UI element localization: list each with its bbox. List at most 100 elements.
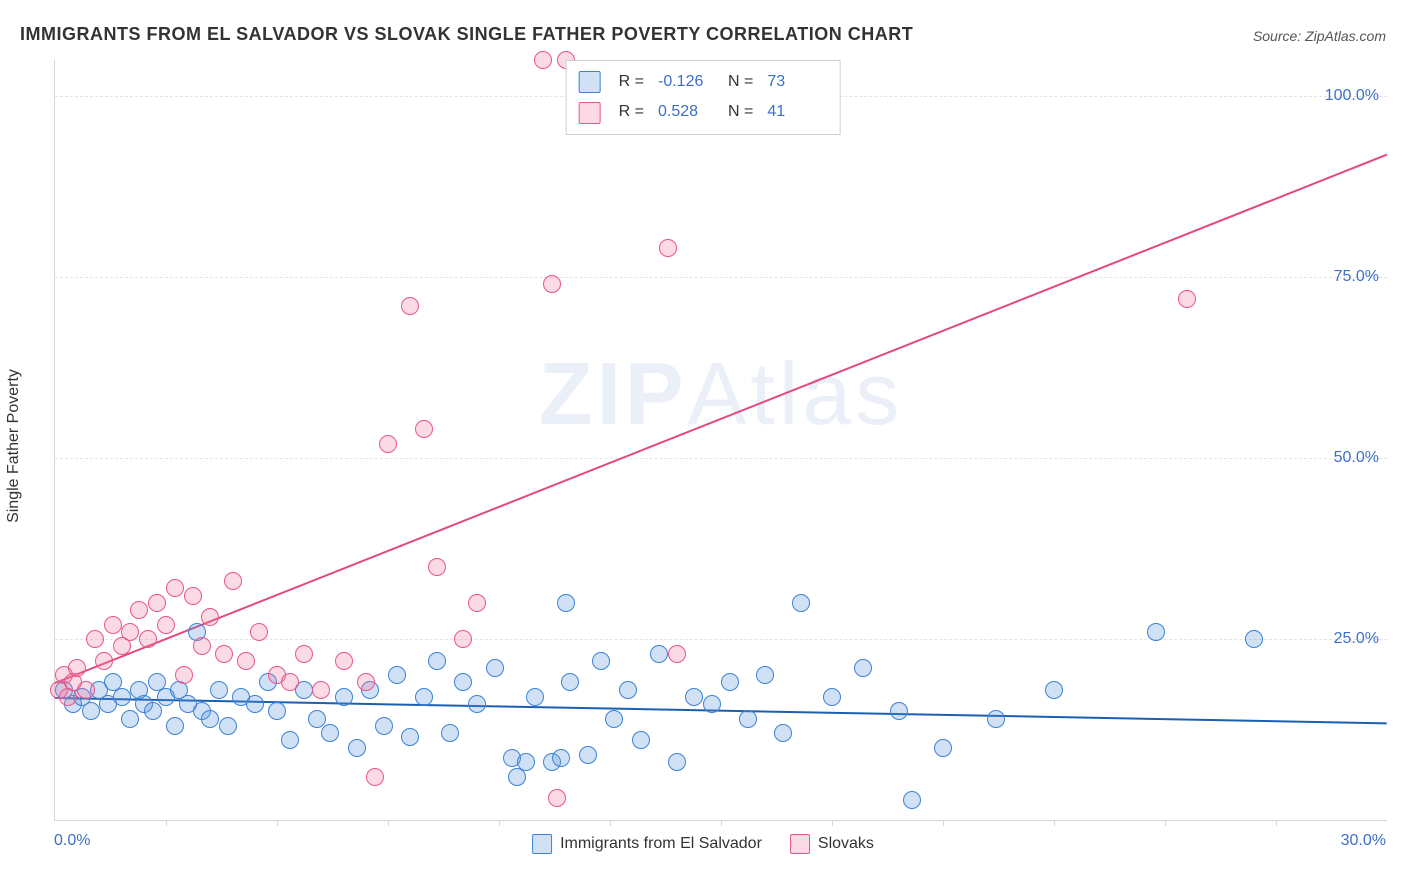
scatter-point-series1 [685,688,703,706]
scatter-point-series1 [739,710,757,728]
scatter-point-series1 [619,681,637,699]
scatter-point-series2 [139,630,157,648]
gridline-h [55,458,1387,459]
scatter-point-series2 [130,601,148,619]
scatter-point-series1 [82,702,100,720]
scatter-point-series2 [166,579,184,597]
scatter-point-series1 [219,717,237,735]
scatter-point-series1 [561,673,579,691]
scatter-point-series2 [428,558,446,576]
scatter-point-series1 [552,749,570,767]
x-axis-tick-mark [1054,820,1055,826]
x-axis-tick-mark [832,820,833,826]
scatter-point-series2 [357,673,375,691]
legend-label-n: N = [728,97,753,127]
scatter-point-series2 [659,239,677,257]
scatter-point-series1 [415,688,433,706]
scatter-point-series1 [166,717,184,735]
scatter-point-series2 [281,673,299,691]
scatter-point-series2 [401,297,419,315]
scatter-point-series2 [237,652,255,670]
source-prefix: Source: [1253,28,1305,44]
legend-row-series1: R = -0.126 N = 73 [579,67,828,97]
x-axis-tick-mark [499,820,500,826]
y-axis-tick: 50.0% [1334,449,1379,467]
legend-label-r: R = [619,67,644,97]
scatter-point-series2 [366,768,384,786]
scatter-point-series1 [388,666,406,684]
scatter-point-series2 [193,637,211,655]
scatter-point-series1 [428,652,446,670]
legend-swatch-series2-bottom [790,834,810,854]
scatter-point-series1 [113,688,131,706]
scatter-point-series2 [543,275,561,293]
scatter-point-series1 [756,666,774,684]
x-axis-tick-mark [277,820,278,826]
scatter-point-series1 [605,710,623,728]
scatter-point-series1 [526,688,544,706]
scatter-point-series2 [548,789,566,807]
chart-plot-area: ZIPAtlas 25.0% 50.0% 75.0% 100.0% [54,60,1387,821]
scatter-point-series2 [454,630,472,648]
legend-item-series2: Slovaks [790,834,874,854]
scatter-point-series1 [121,710,139,728]
regression-line-series2 [55,154,1388,684]
scatter-point-series2 [148,594,166,612]
scatter-point-series1 [592,652,610,670]
legend-value-n2: 41 [767,97,827,127]
source-attribution: Source: ZipAtlas.com [1253,28,1386,44]
scatter-point-series1 [1147,623,1165,641]
scatter-point-series1 [721,673,739,691]
scatter-point-series1 [144,702,162,720]
legend-item-series1: Immigrants from El Salvador [532,834,762,854]
scatter-point-series1 [650,645,668,663]
scatter-point-series2 [68,659,86,677]
scatter-point-series2 [157,616,175,634]
x-axis-tick-max: 30.0% [1341,832,1386,850]
scatter-point-series2 [534,51,552,69]
scatter-point-series2 [312,681,330,699]
legend-swatch-series1 [579,71,601,93]
watermark: ZIPAtlas [539,343,904,445]
scatter-point-series1 [668,753,686,771]
watermark-bold: ZIP [539,344,688,443]
x-axis-tick-mark [943,820,944,826]
scatter-point-series2 [184,587,202,605]
scatter-point-series1 [321,724,339,742]
scatter-point-series1 [246,695,264,713]
scatter-point-series1 [348,739,366,757]
scatter-point-series2 [468,594,486,612]
scatter-point-series1 [703,695,721,713]
y-axis-tick: 100.0% [1325,87,1379,105]
scatter-point-series1 [903,791,921,809]
x-axis-tick-mark [1165,820,1166,826]
scatter-point-series1 [517,753,535,771]
scatter-point-series2 [95,652,113,670]
scatter-point-series2 [121,623,139,641]
x-axis-tick-mark [388,820,389,826]
scatter-point-series1 [468,695,486,713]
legend-label-n: N = [728,67,753,97]
scatter-point-series1 [557,594,575,612]
scatter-point-series1 [1245,630,1263,648]
scatter-point-series1 [987,710,1005,728]
y-axis-tick: 25.0% [1334,630,1379,648]
scatter-point-series1 [774,724,792,742]
x-axis-tick-mark [1276,820,1277,826]
scatter-point-series1 [308,710,326,728]
scatter-point-series2 [77,681,95,699]
legend-value-n1: 73 [767,67,827,97]
legend-value-r1: -0.126 [658,67,718,97]
scatter-point-series1 [1045,681,1063,699]
y-axis-tick: 75.0% [1334,268,1379,286]
x-axis-tick-mark [610,820,611,826]
scatter-point-series2 [224,572,242,590]
scatter-point-series1 [210,681,228,699]
series-legend: Immigrants from El Salvador Slovaks [532,834,874,854]
scatter-point-series2 [335,652,353,670]
scatter-point-series2 [104,616,122,634]
scatter-point-series1 [823,688,841,706]
scatter-point-series1 [486,659,504,677]
scatter-point-series2 [1178,290,1196,308]
x-axis-tick-mark [166,820,167,826]
